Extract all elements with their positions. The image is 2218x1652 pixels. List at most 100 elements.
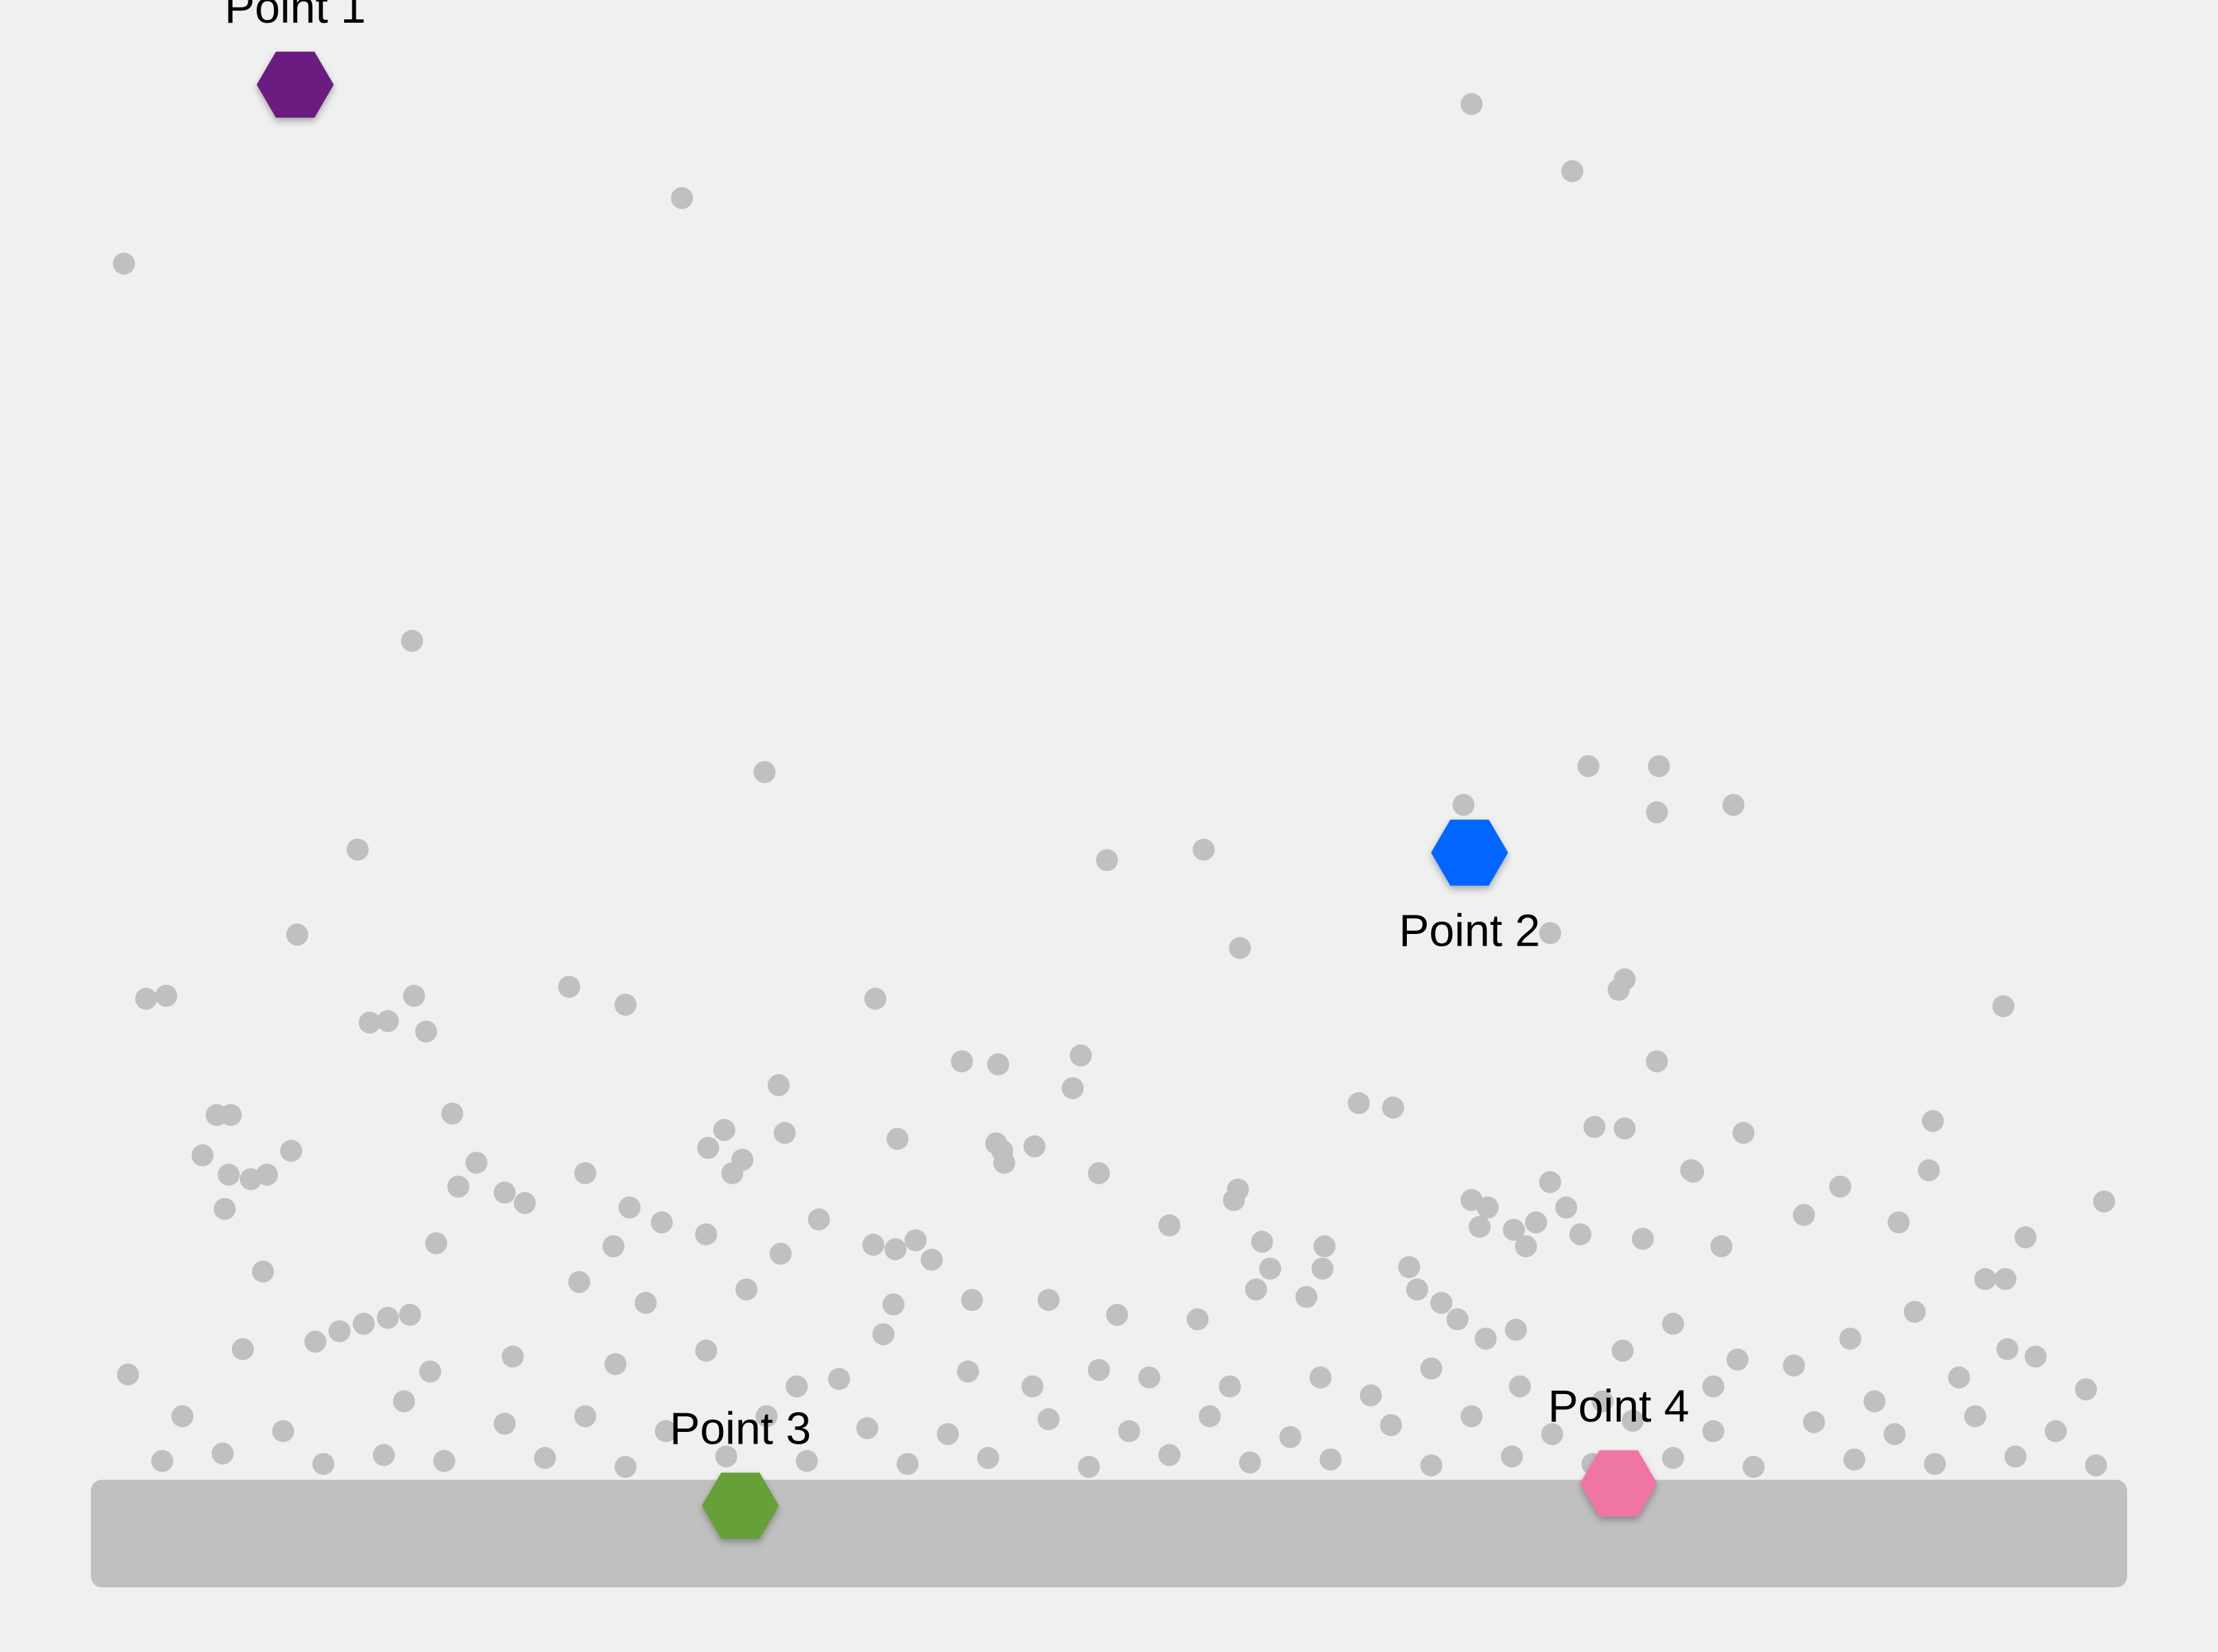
data-point — [1783, 1354, 1805, 1377]
data-point — [155, 984, 177, 1007]
data-point — [252, 1260, 274, 1283]
data-point — [936, 1423, 959, 1446]
data-point — [715, 1445, 737, 1468]
data-point — [977, 1446, 1000, 1469]
data-point — [604, 1353, 627, 1376]
data-point — [1062, 1077, 1084, 1100]
data-point — [400, 629, 423, 652]
data-point — [1070, 1044, 1092, 1067]
data-point — [558, 975, 581, 998]
data-point — [1218, 1375, 1241, 1398]
data-point — [1839, 1327, 1862, 1350]
highlight-label-point-4: Point 4 — [1548, 1380, 1689, 1431]
background-points — [113, 93, 2115, 1478]
data-point — [753, 761, 776, 783]
data-point — [1279, 1426, 1302, 1448]
data-point — [1251, 1230, 1273, 1253]
data-point — [415, 1020, 438, 1043]
data-point — [534, 1446, 557, 1469]
data-point — [1541, 1423, 1564, 1446]
data-point — [864, 988, 887, 1010]
data-point — [1525, 1211, 1547, 1234]
data-point — [1021, 1375, 1044, 1398]
data-point — [695, 1339, 718, 1362]
data-point — [1138, 1366, 1161, 1389]
data-point — [1295, 1285, 1317, 1308]
data-point — [618, 1196, 641, 1219]
data-point — [280, 1140, 303, 1162]
data-point — [1702, 1375, 1725, 1398]
data-point — [1186, 1308, 1209, 1331]
data-point — [1515, 1235, 1538, 1258]
data-point — [1591, 1390, 1614, 1413]
data-point — [755, 1405, 778, 1428]
data-point — [1829, 1175, 1851, 1198]
data-point — [376, 1010, 399, 1032]
data-point — [1921, 1109, 1944, 1132]
data-point — [735, 1278, 757, 1301]
data-point — [1631, 1228, 1654, 1250]
data-point — [1379, 1414, 1402, 1437]
data-point — [1096, 849, 1119, 871]
data-point — [1622, 1409, 1644, 1432]
data-point — [1505, 1318, 1527, 1341]
data-point — [786, 1375, 808, 1398]
data-point — [211, 1442, 234, 1465]
data-point — [1577, 754, 1600, 777]
highlighted-points: Point 1 Point 2 Point 3 Point 4 — [224, 0, 1690, 1539]
data-point — [1917, 1159, 1940, 1182]
data-point — [1077, 1455, 1100, 1478]
highlight-marker-point-2 — [1431, 819, 1509, 886]
data-point — [393, 1390, 416, 1413]
data-point — [886, 1127, 909, 1150]
data-point — [614, 1455, 637, 1478]
data-point — [2085, 1454, 2107, 1477]
data-point — [1381, 1096, 1404, 1119]
data-point — [312, 1453, 335, 1475]
data-point — [2093, 1191, 2115, 1213]
data-point — [695, 1223, 718, 1246]
data-point — [602, 1235, 625, 1258]
data-point — [1994, 1268, 2016, 1290]
data-point — [1398, 1256, 1421, 1279]
data-point — [2045, 1420, 2067, 1442]
data-point — [896, 1453, 919, 1475]
data-point — [358, 1011, 381, 1034]
data-point — [828, 1368, 850, 1390]
data-point — [1726, 1348, 1749, 1371]
baseline-band — [91, 1479, 2127, 1587]
data-point — [1313, 1235, 1336, 1258]
data-point — [1245, 1278, 1267, 1301]
data-point — [151, 1450, 173, 1472]
data-point — [1646, 801, 1668, 824]
data-point — [862, 1233, 885, 1256]
data-point — [1311, 1257, 1334, 1280]
data-point — [346, 838, 369, 861]
data-point — [1722, 794, 1745, 816]
data-point — [402, 984, 425, 1007]
data-point — [1509, 1375, 1531, 1398]
data-point — [1420, 1454, 1443, 1477]
data-point — [1948, 1366, 1970, 1389]
data-point — [493, 1413, 516, 1435]
data-point — [1474, 1327, 1497, 1350]
data-point — [1611, 1339, 1634, 1362]
data-point — [376, 1307, 399, 1329]
data-point — [1158, 1214, 1181, 1237]
data-point — [1974, 1268, 1996, 1290]
baseline-band-segment-1 — [91, 1479, 288, 1587]
data-point — [1192, 838, 1215, 861]
data-point — [957, 1360, 980, 1383]
data-point — [884, 1238, 907, 1261]
data-point — [1106, 1303, 1128, 1326]
data-point — [1583, 1116, 1606, 1138]
data-point — [1320, 1448, 1342, 1471]
data-point — [731, 1149, 754, 1171]
data-point — [795, 1450, 818, 1472]
data-point — [135, 988, 158, 1010]
data-point — [574, 1405, 596, 1428]
data-point — [920, 1248, 943, 1271]
data-point — [425, 1232, 448, 1254]
data-point — [1802, 1411, 1825, 1433]
